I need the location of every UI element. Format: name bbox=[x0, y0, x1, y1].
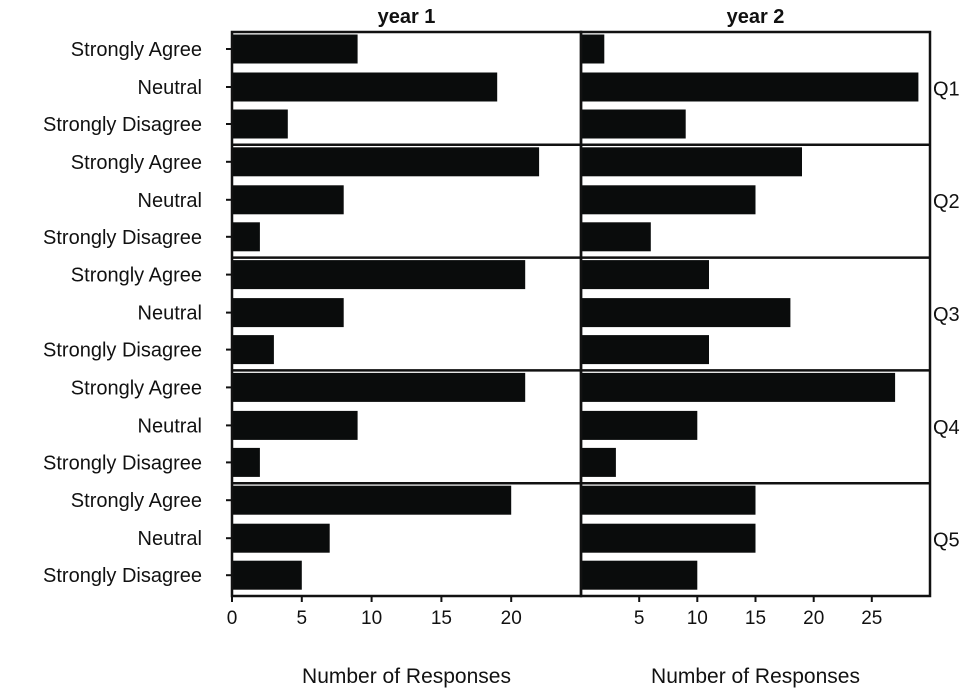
question-label-q2: Q2 bbox=[933, 191, 960, 213]
bar-q4-1-2 bbox=[232, 410, 358, 440]
bar-q3-1-1 bbox=[232, 260, 526, 290]
bar-q3-1-3 bbox=[232, 335, 274, 365]
question-label-q1: Q1 bbox=[933, 78, 960, 100]
x-axis-label-1: Number of Responses bbox=[302, 665, 511, 688]
bar-q1-2-2 bbox=[581, 72, 919, 102]
bar-q4-1-1 bbox=[232, 372, 526, 402]
x-tick-label: 5 bbox=[634, 608, 645, 629]
x-tick-label: 10 bbox=[361, 608, 382, 629]
bar-q1-1-1 bbox=[232, 34, 358, 64]
bar-q5-2-3 bbox=[581, 560, 698, 590]
question-label-q3: Q3 bbox=[933, 304, 960, 326]
x-tick-label: 15 bbox=[431, 608, 452, 629]
bar-q1-1-2 bbox=[232, 72, 498, 102]
bar-q1-1-3 bbox=[232, 109, 288, 139]
bar-q4-2-2 bbox=[581, 410, 698, 440]
bars-layer bbox=[232, 34, 919, 590]
bar-q5-2-1 bbox=[581, 485, 756, 515]
column-title-1: year 1 bbox=[378, 6, 436, 28]
bar-q4-1-3 bbox=[232, 447, 260, 477]
bar-q5-2-2 bbox=[581, 523, 756, 553]
bar-q5-1-3 bbox=[232, 560, 302, 590]
bar-q2-1-3 bbox=[232, 222, 260, 252]
x-tick-label: 20 bbox=[803, 608, 824, 629]
category-label: Strongly Agree bbox=[71, 265, 202, 287]
x-tick-label: 10 bbox=[687, 608, 708, 629]
x-axis-label-2: Number of Responses bbox=[651, 665, 860, 688]
category-label: Strongly Disagree bbox=[43, 565, 202, 587]
category-label: Strongly Agree bbox=[71, 490, 202, 512]
category-label: Strongly Agree bbox=[71, 377, 202, 399]
bar-q5-1-2 bbox=[232, 523, 330, 553]
category-label: Neutral bbox=[138, 415, 202, 437]
category-label: Neutral bbox=[138, 303, 202, 325]
bar-q5-1-1 bbox=[232, 485, 512, 515]
bar-q2-1-1 bbox=[232, 147, 540, 177]
category-label: Strongly Agree bbox=[71, 152, 202, 174]
bar-q4-2-3 bbox=[581, 447, 616, 477]
bar-q3-1-2 bbox=[232, 298, 344, 328]
bar-q3-2-1 bbox=[581, 260, 709, 290]
bar-q2-2-1 bbox=[581, 147, 802, 177]
x-tick-label: 20 bbox=[501, 608, 522, 629]
chart-text: year 1 year 2 Strongly Agree Neutral Strongl… bbox=[43, 6, 960, 688]
bar-q3-2-3 bbox=[581, 335, 709, 365]
x-tick-label: 5 bbox=[297, 608, 308, 629]
category-label: Neutral bbox=[138, 77, 202, 99]
question-label-q4: Q4 bbox=[933, 417, 960, 439]
bar-q4-2-1 bbox=[581, 372, 896, 402]
category-label: Strongly Disagree bbox=[43, 114, 202, 136]
category-label: Strongly Disagree bbox=[43, 452, 202, 474]
category-label: Strongly Agree bbox=[71, 39, 202, 61]
category-label: Neutral bbox=[138, 528, 202, 550]
bar-q1-2-1 bbox=[581, 34, 605, 64]
x-tick-label: 25 bbox=[861, 608, 882, 629]
category-label: Strongly Disagree bbox=[43, 227, 202, 249]
column-title-2: year 2 bbox=[727, 6, 785, 28]
x-tick-label: 15 bbox=[745, 608, 766, 629]
bar-q3-2-2 bbox=[581, 298, 791, 328]
category-label: Neutral bbox=[138, 190, 202, 212]
bar-q2-1-2 bbox=[232, 185, 344, 215]
category-label: Strongly Disagree bbox=[43, 340, 202, 362]
bar-q2-2-2 bbox=[581, 185, 756, 215]
panel-frames bbox=[226, 30, 932, 602]
bar-q2-2-3 bbox=[581, 222, 651, 252]
x-tick-label: 0 bbox=[227, 608, 238, 629]
bar-q1-2-3 bbox=[581, 109, 686, 139]
question-label-q5: Q5 bbox=[933, 530, 960, 552]
